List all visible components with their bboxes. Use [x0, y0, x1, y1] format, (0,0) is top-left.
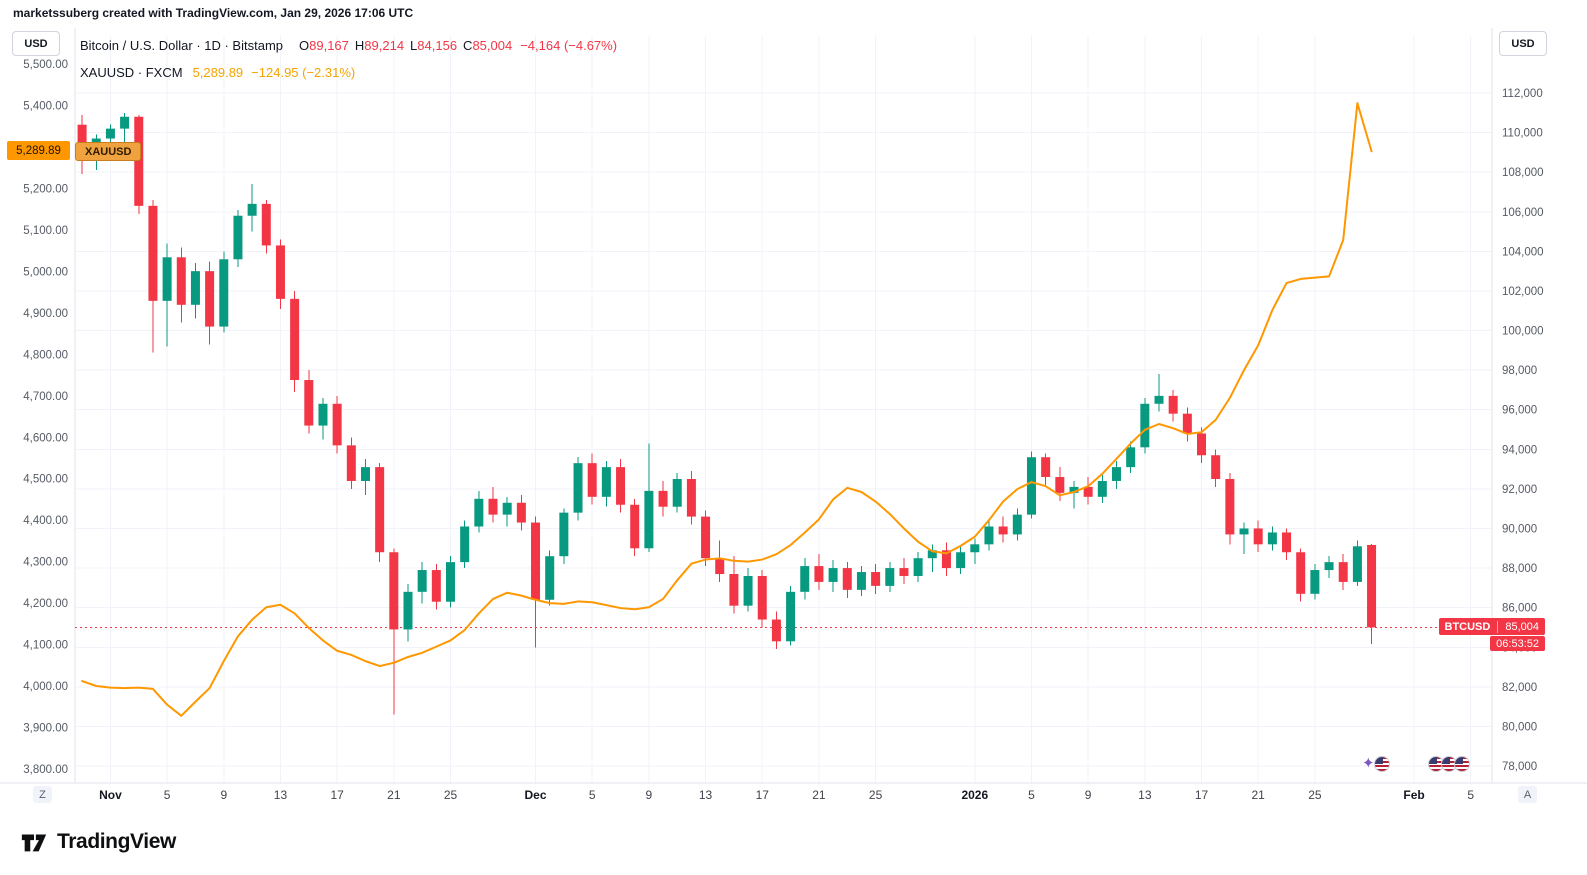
btcusd-price-badge-group: BTCUSD 85,004 06:53:52 [1438, 618, 1545, 652]
svg-text:5: 5 [589, 788, 596, 802]
svg-text:9: 9 [1085, 788, 1092, 802]
svg-text:Feb: Feb [1403, 788, 1424, 802]
svg-text:4,300.00: 4,300.00 [23, 557, 68, 569]
svg-text:92,000: 92,000 [1502, 484, 1537, 496]
svg-text:5: 5 [1467, 788, 1474, 802]
timezone-button[interactable]: Z [33, 786, 52, 803]
tradingview-logo-icon[interactable] [20, 828, 48, 856]
svg-text:86,000: 86,000 [1502, 603, 1537, 615]
svg-text:4,000.00: 4,000.00 [23, 681, 68, 693]
event-marker-group-1[interactable]: ✦ [1362, 756, 1390, 772]
high-value: 89,214 [364, 38, 405, 53]
legend-row-xau: XAUUSD · FXCM 5,289.89 −124.95 (−2.31%) [80, 59, 617, 86]
svg-text:4,100.00: 4,100.00 [23, 640, 68, 652]
svg-text:96,000: 96,000 [1502, 405, 1537, 417]
btc-change: −4,164 (−4.67%) [520, 38, 618, 53]
svg-text:9: 9 [220, 788, 227, 802]
svg-text:4,200.00: 4,200.00 [23, 598, 68, 610]
svg-text:21: 21 [387, 788, 401, 802]
svg-text:98,000: 98,000 [1502, 365, 1537, 377]
svg-text:9: 9 [646, 788, 653, 802]
svg-text:106,000: 106,000 [1502, 207, 1544, 219]
svg-text:17: 17 [756, 788, 770, 802]
creator-watermark: marketssuberg created with TradingView.c… [13, 6, 414, 20]
btcusd-badge-price: 85,004 [1497, 620, 1539, 633]
btc-symbol-title[interactable]: Bitcoin / U.S. Dollar · 1D · Bitstamp [80, 38, 283, 53]
svg-text:112,000: 112,000 [1502, 88, 1543, 100]
xau-symbol-title[interactable]: XAUUSD · FXCM [80, 65, 183, 80]
svg-text:5: 5 [164, 788, 171, 802]
xau-last-price: 5,289.89 [192, 65, 244, 80]
low-label: L [410, 38, 418, 53]
svg-text:21: 21 [812, 788, 826, 802]
svg-text:4,900.00: 4,900.00 [23, 308, 68, 320]
auto-scale-button[interactable]: A [1518, 786, 1537, 803]
svg-text:4,400.00: 4,400.00 [23, 515, 68, 527]
svg-text:110,000: 110,000 [1502, 128, 1543, 140]
svg-text:4,600.00: 4,600.00 [23, 432, 68, 444]
sparkle-icon[interactable]: ✦ [1362, 755, 1375, 772]
xau-change: −124.95 (−2.31%) [251, 65, 356, 80]
event-marker-group-2[interactable] [1428, 756, 1470, 772]
xauusd-price-badge: 5,289.89 [7, 141, 70, 161]
svg-text:88,000: 88,000 [1502, 563, 1537, 575]
svg-text:4,700.00: 4,700.00 [23, 391, 68, 403]
svg-text:21: 21 [1252, 788, 1266, 802]
high-label: H [354, 38, 365, 53]
svg-text:17: 17 [330, 788, 344, 802]
open-value: 89,167 [309, 38, 349, 53]
svg-text:5,000.00: 5,000.00 [23, 266, 68, 278]
svg-text:13: 13 [699, 788, 713, 802]
us-flag-event-icon[interactable] [1373, 756, 1390, 772]
svg-text:13: 13 [274, 788, 288, 802]
svg-text:3,800.00: 3,800.00 [23, 764, 68, 776]
btcusd-badge-symbol: BTCUSD [1444, 620, 1491, 633]
svg-text:5,400.00: 5,400.00 [23, 101, 68, 113]
left-axis-currency-button[interactable]: USD [12, 31, 60, 56]
close-value: 85,004 [472, 38, 513, 53]
svg-text:25: 25 [1308, 788, 1322, 802]
xauusd-symbol-tag[interactable]: XAUUSD [75, 142, 142, 162]
btcusd-price-badge: BTCUSD 85,004 [1438, 618, 1545, 636]
svg-text:5,500.00: 5,500.00 [23, 59, 68, 71]
svg-text:Dec: Dec [525, 788, 547, 802]
svg-text:25: 25 [869, 788, 883, 802]
svg-text:82,000: 82,000 [1502, 682, 1537, 694]
svg-text:5: 5 [1028, 788, 1035, 802]
svg-text:2026: 2026 [961, 788, 988, 802]
svg-text:100,000: 100,000 [1502, 326, 1544, 338]
open-label: O [299, 38, 310, 53]
svg-text:5,200.00: 5,200.00 [23, 184, 68, 196]
svg-text:104,000: 104,000 [1502, 246, 1544, 258]
low-value: 84,156 [417, 38, 458, 53]
tradingview-wordmark[interactable]: TradingView [57, 830, 176, 853]
svg-text:25: 25 [444, 788, 458, 802]
svg-text:102,000: 102,000 [1502, 286, 1544, 298]
svg-text:3,900.00: 3,900.00 [23, 722, 68, 734]
close-label: C [463, 38, 473, 53]
svg-text:80,000: 80,000 [1502, 721, 1537, 733]
svg-text:108,000: 108,000 [1502, 167, 1544, 179]
bar-close-countdown: 06:53:52 [1490, 636, 1545, 652]
us-flag-event-icon[interactable] [1454, 756, 1470, 772]
svg-text:17: 17 [1195, 788, 1209, 802]
right-axis-currency-button[interactable]: USD [1499, 31, 1547, 56]
svg-text:5,100.00: 5,100.00 [23, 225, 68, 237]
svg-text:78,000: 78,000 [1502, 761, 1537, 773]
svg-text:94,000: 94,000 [1502, 444, 1537, 456]
svg-text:4,800.00: 4,800.00 [23, 349, 68, 361]
svg-text:4,500.00: 4,500.00 [23, 474, 68, 486]
svg-text:13: 13 [1138, 788, 1152, 802]
svg-text:Nov: Nov [99, 788, 122, 802]
footer: TradingView [0, 809, 1587, 875]
svg-text:90,000: 90,000 [1502, 523, 1537, 535]
